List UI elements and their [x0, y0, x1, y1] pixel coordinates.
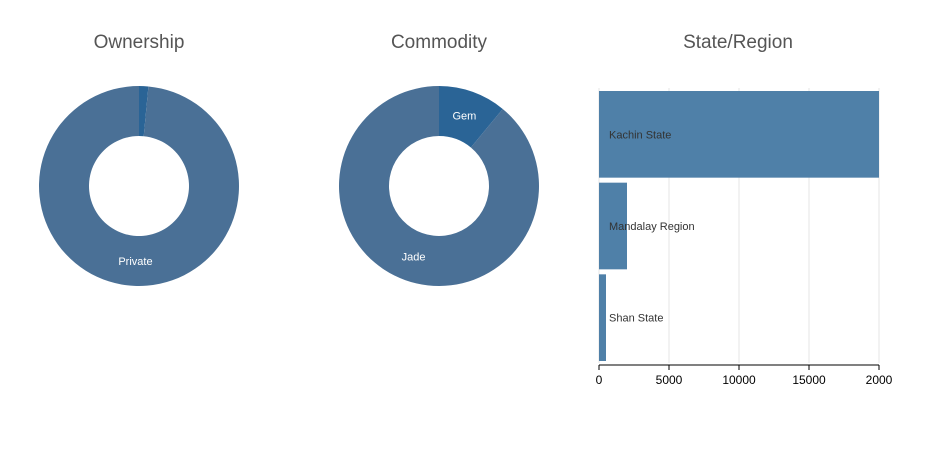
state-region-panel: State/Region Kachin State Mandalay Region…	[578, 0, 898, 450]
bar-shan-state[interactable]	[599, 274, 606, 361]
ownership-donut-chart: Private	[0, 0, 278, 450]
state-region-bar-chart: Kachin State Mandalay Region Shan State 0 50…	[578, 0, 898, 450]
commodity-donut-chart: Gem Jade	[300, 0, 578, 450]
x-tick-label: 15000	[792, 373, 826, 387]
commodity-panel: Commodity Gem Jade	[300, 0, 578, 450]
x-tick-label: 5000	[656, 373, 683, 387]
donut-label-private: Private	[118, 256, 152, 268]
donut-label-gem: Gem	[452, 110, 476, 122]
donut-label-jade: Jade	[402, 252, 426, 264]
x-tick-label: 10000	[722, 373, 756, 387]
bar-label-mandalay-region: Mandalay Region	[609, 221, 695, 233]
x-tick-label: 0	[596, 373, 603, 387]
bar-label-kachin-state: Kachin State	[609, 129, 671, 141]
ownership-panel: Ownership Private	[0, 0, 278, 450]
x-tick-label: 2000	[866, 373, 893, 387]
donut-slice-jade[interactable]	[339, 86, 539, 286]
bar-label-shan-state: Shan State	[609, 313, 663, 325]
